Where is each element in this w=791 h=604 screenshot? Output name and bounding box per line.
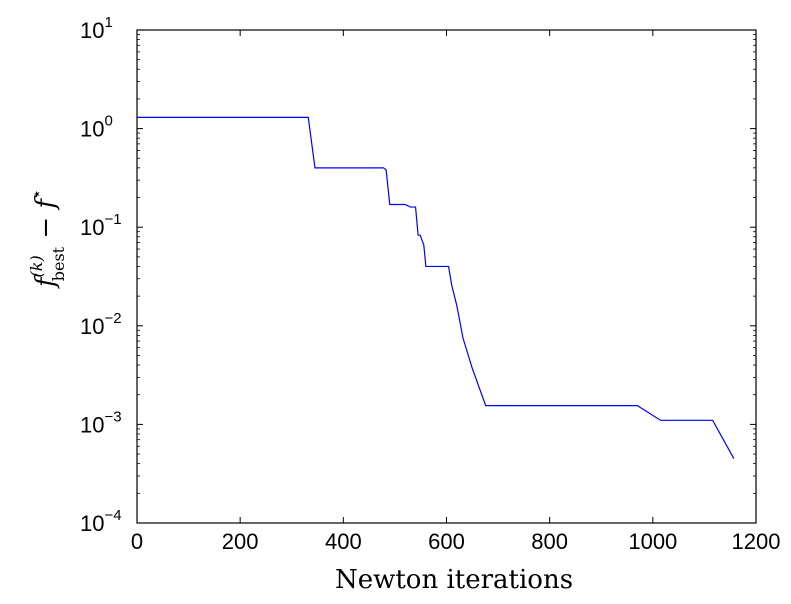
y-tick-base: 10 [80, 18, 104, 43]
y-tick-base: 10 [80, 511, 104, 536]
x-tick-label: 1000 [628, 529, 677, 554]
y-tick-label: 10−4 [80, 507, 122, 536]
x-tick-labels: 0 200 400 600 800 1000 1200 [131, 529, 781, 554]
x-tick-label: 800 [531, 529, 568, 554]
x-tick-label: 1200 [732, 529, 781, 554]
x-tick-label: 200 [222, 529, 259, 554]
x-tick-label: 600 [428, 529, 465, 554]
y-tick-label: 10−1 [80, 211, 122, 240]
svg-text:f(k)best − f⋆: f(k) best − f⋆ [27, 189, 68, 289]
ylabel-minus: − [31, 209, 61, 247]
y-tick-exponent: 1 [104, 14, 112, 31]
y-tick-label: 10−3 [80, 408, 122, 437]
ylabel-sup: (k) [27, 255, 46, 277]
series-layer [137, 116, 735, 459]
x-axis-title: Newton iterations [335, 565, 573, 595]
y-tick-exponent: −3 [104, 408, 121, 425]
y-tick-base: 10 [80, 117, 104, 142]
ylabel-sub: best [49, 246, 68, 281]
y-tick-exponent: −4 [104, 507, 121, 524]
x-tick-label: 0 [131, 529, 143, 554]
x-tick-label: 400 [325, 529, 362, 554]
y-tick-base: 10 [80, 412, 104, 437]
y-tick-label: 101 [80, 14, 113, 43]
y-axis-title: f(k) best − f⋆ [27, 189, 68, 289]
ticks-layer [136, 29, 757, 524]
series-line-0 [137, 116, 735, 459]
ylabel-star: ⋆ [27, 189, 46, 199]
y-tick-label: 100 [80, 113, 113, 142]
y-tick-base: 10 [80, 314, 104, 339]
y-tick-exponent: 0 [104, 113, 112, 130]
plot-frame [136, 29, 757, 524]
y-tick-base: 10 [80, 215, 104, 240]
y-tick-exponent: −2 [104, 310, 121, 327]
y-tick-label: 10−2 [80, 310, 122, 339]
y-tick-exponent: −1 [104, 211, 121, 228]
